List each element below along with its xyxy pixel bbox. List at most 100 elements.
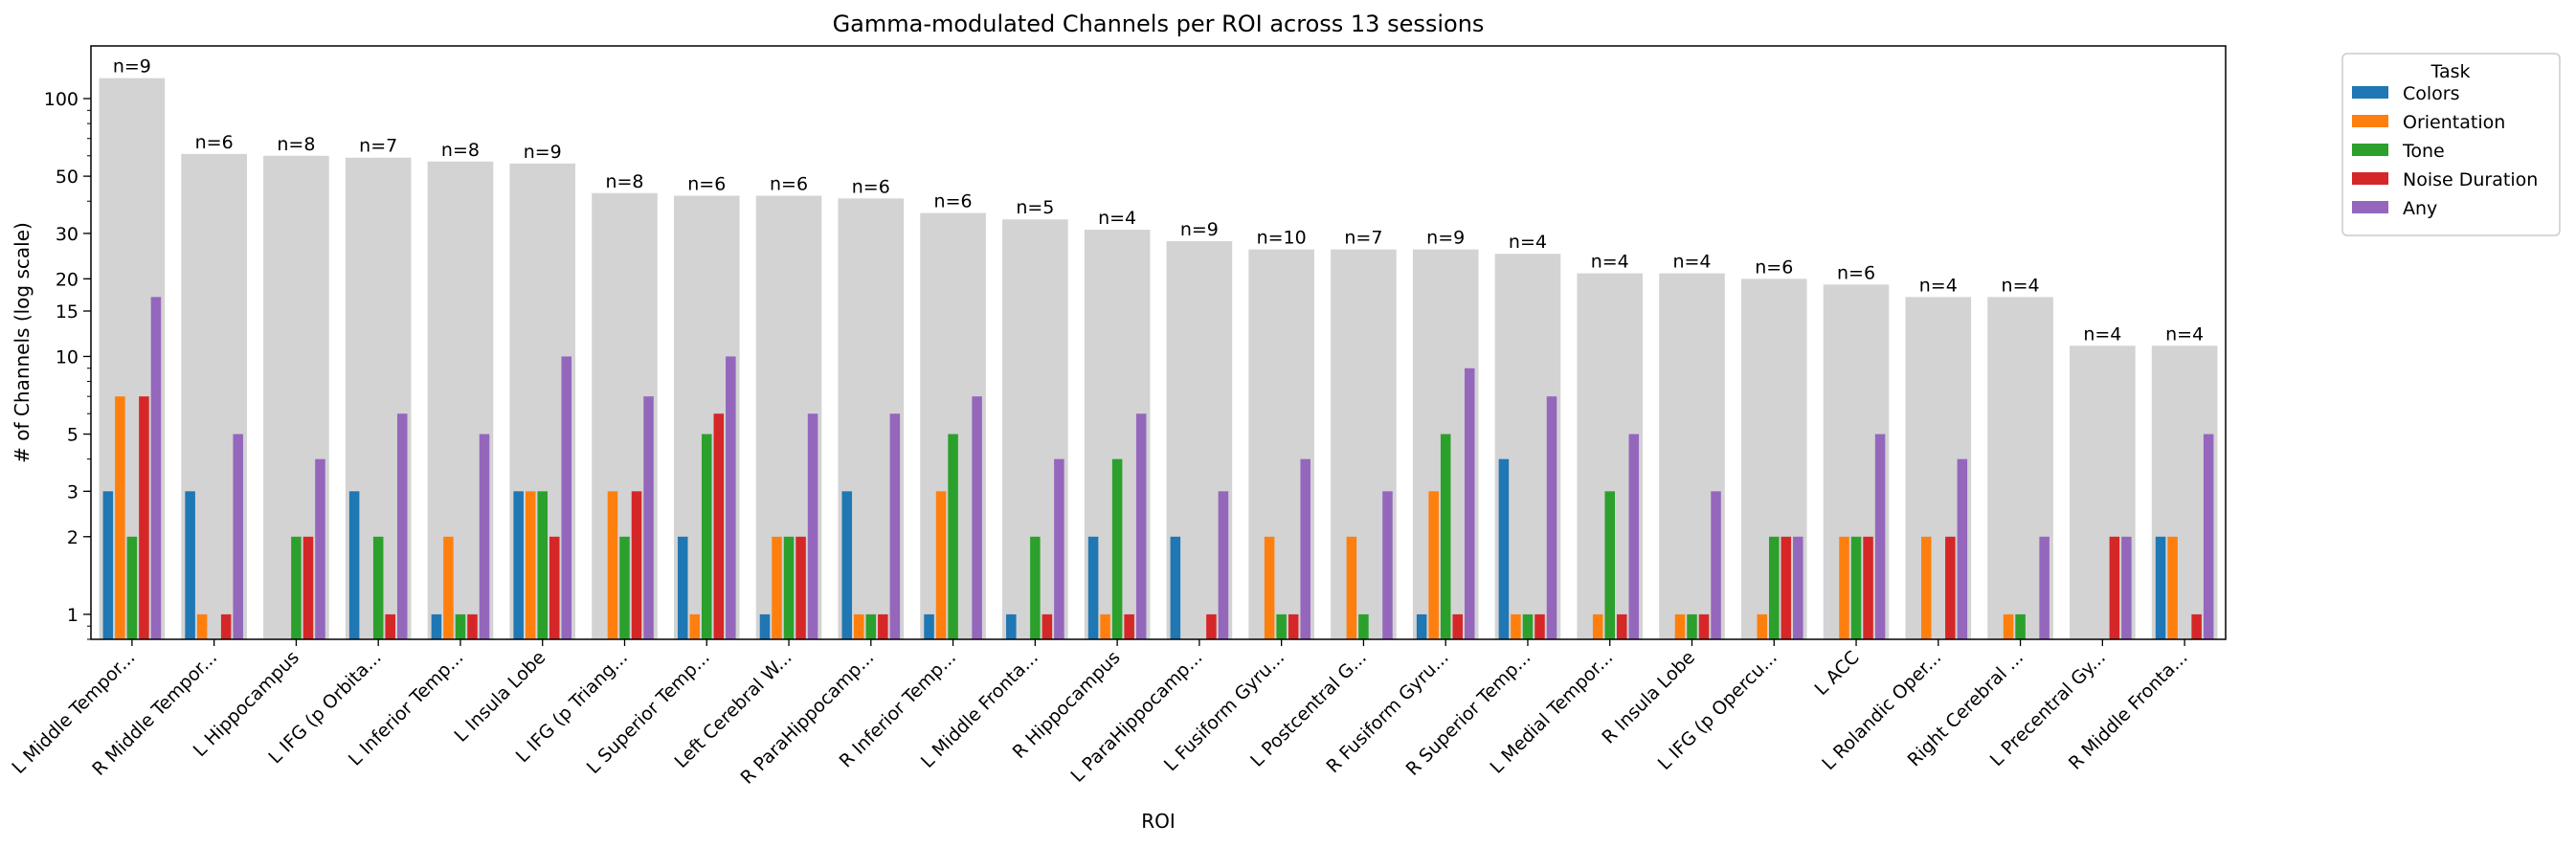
series-bar	[1288, 613, 1299, 639]
y-tick-label: 20	[56, 269, 78, 290]
series-bar	[1850, 536, 1862, 639]
series-bar	[854, 613, 864, 639]
series-bar	[878, 613, 888, 639]
series-bar	[1839, 536, 1849, 639]
series-bar	[841, 491, 853, 639]
series-bar	[2167, 536, 2178, 639]
series-bar	[1592, 613, 1603, 639]
series-bar	[1769, 536, 1780, 639]
session-count-label: n=6	[1837, 262, 1875, 283]
series-bar	[1264, 536, 1275, 639]
session-count-label: n=4	[2083, 323, 2121, 345]
series-bar	[1464, 368, 1475, 639]
session-count-labels: n=9 n=6 n=8 n=7 n=8 n=9 n=8 n=6 n=6 n=6 n=6 n=5 n=4 n…	[113, 56, 2204, 345]
series-bar	[1346, 536, 1357, 639]
series-bar	[865, 613, 877, 639]
series-bar	[924, 613, 934, 639]
series-bar	[1428, 491, 1439, 639]
series-bar	[1687, 613, 1697, 639]
series-bar	[807, 413, 818, 639]
legend-swatch	[2352, 201, 2388, 213]
series-bar	[150, 297, 162, 639]
session-count-label: n=9	[1426, 228, 1465, 249]
series-bar	[102, 491, 114, 639]
session-count-label: n=4	[1672, 252, 1711, 273]
session-count-label: n=8	[605, 171, 643, 192]
series-bar	[1498, 458, 1510, 639]
series-bar	[1135, 413, 1147, 639]
series-bar	[607, 491, 618, 639]
series-bar	[431, 613, 442, 639]
series-bar	[1206, 613, 1217, 639]
series-bar	[233, 434, 243, 639]
y-tick-label: 50	[56, 167, 78, 188]
series-bar	[1674, 613, 1686, 639]
series-bar	[1874, 434, 1886, 639]
session-count-label: n=7	[359, 136, 397, 157]
series-bar	[677, 536, 688, 639]
series-bar	[726, 356, 736, 639]
series-bar	[631, 491, 642, 639]
series-bar	[795, 536, 806, 639]
y-tick-label: 30	[56, 224, 78, 245]
legend-swatch	[2352, 172, 2388, 185]
series-bar	[713, 413, 725, 639]
legend-swatch	[2352, 115, 2388, 127]
session-count-label: n=6	[1755, 256, 1793, 278]
series-bar	[1300, 458, 1310, 639]
series-bar	[1006, 613, 1017, 639]
series-bar	[1604, 491, 1615, 639]
chart-title: Gamma-modulated Channels per ROI across …	[833, 11, 1485, 37]
series-bar	[2109, 536, 2120, 639]
y-tick-label: 10	[56, 346, 78, 368]
series-bar	[455, 613, 466, 639]
series-bar	[1534, 613, 1545, 639]
series-bar	[948, 434, 958, 639]
series-bar	[1440, 434, 1451, 639]
series-bar	[513, 491, 524, 639]
series-bar	[196, 613, 208, 639]
series-bar	[935, 491, 947, 639]
series-bar	[1945, 536, 1956, 639]
session-count-label: n=4	[1509, 232, 1547, 253]
series-bar	[2203, 434, 2214, 639]
series-bar	[643, 396, 654, 639]
legend: Task Colors Orientation Tone Noise Duration…	[2341, 53, 2561, 236]
session-count-label: n=8	[277, 134, 315, 155]
series-bar	[972, 396, 982, 639]
legend-title: Task	[2430, 61, 2470, 82]
series-bar	[689, 613, 701, 639]
series-bar	[348, 491, 360, 639]
session-count-label: n=6	[852, 176, 890, 197]
series-bar	[1511, 613, 1521, 639]
series-bar	[1030, 536, 1041, 639]
series-bar	[315, 458, 325, 639]
series-bar	[1781, 536, 1792, 639]
series-bar	[139, 396, 149, 639]
series-bar	[1382, 491, 1393, 639]
session-count-label: n=6	[687, 174, 726, 195]
y-axis: 1 2 3 5 10 15 20 30 50 100	[44, 89, 91, 640]
series-bar	[1358, 613, 1369, 639]
series-bar	[1793, 536, 1803, 639]
session-count-label: n=4	[2002, 275, 2040, 296]
legend-frame	[2341, 53, 2561, 236]
series-bar	[1111, 458, 1123, 639]
session-count-label: n=8	[441, 140, 480, 161]
series-bar	[220, 613, 232, 639]
series-bar	[1100, 613, 1110, 639]
series-bar	[889, 413, 901, 639]
series-bar	[291, 536, 302, 639]
series-bar	[2155, 536, 2166, 639]
session-count-label: n=4	[1098, 208, 1136, 229]
series-bar	[1054, 458, 1064, 639]
series-bar	[1276, 613, 1287, 639]
series-bar	[772, 536, 782, 639]
series-bar	[1957, 458, 1968, 639]
x-axis: L Middle Tempor...R Middle Tempor...L Hi…	[8, 639, 2192, 789]
series-bar	[126, 536, 138, 639]
series-bar	[1921, 536, 1932, 639]
y-tick-label: 15	[56, 301, 78, 323]
session-count-label: n=5	[1016, 197, 1054, 218]
